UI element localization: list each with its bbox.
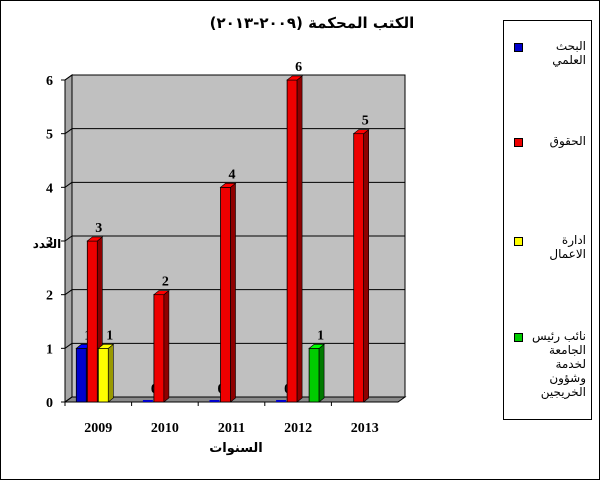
y-tick-label: 4 bbox=[46, 181, 53, 196]
legend-label-research: البحث العلمي bbox=[552, 39, 586, 67]
y-tick-label: 3 bbox=[46, 235, 53, 250]
gridline-diagonal bbox=[64, 289, 73, 296]
bar bbox=[75, 347, 87, 403]
x-tick-label: 2013 bbox=[351, 421, 379, 436]
x-tick-label: 2009 bbox=[84, 421, 112, 436]
x-tick-label: 2011 bbox=[218, 421, 245, 436]
bar bbox=[220, 186, 231, 403]
bar bbox=[308, 347, 320, 403]
gridline-diagonal bbox=[64, 128, 73, 135]
y-tick-label: 6 bbox=[46, 74, 53, 89]
gridline-diagonal bbox=[64, 181, 73, 188]
chart-legend: البحث العلمي الحقوق ادارة الاعمال نائب ر… bbox=[503, 20, 592, 420]
gridline-diagonal bbox=[64, 396, 73, 403]
x-tick-label: 2012 bbox=[284, 421, 312, 436]
gridline-diagonal bbox=[64, 235, 73, 242]
bar bbox=[86, 240, 98, 403]
bar-side bbox=[363, 129, 370, 403]
x-axis-title: السنوات bbox=[209, 441, 263, 456]
data-label: 1 bbox=[317, 328, 324, 343]
bar-top bbox=[219, 183, 237, 188]
legend-item-law: الحقوق bbox=[510, 134, 586, 148]
y-tick-label: 2 bbox=[46, 289, 53, 304]
gridline-diagonal bbox=[64, 74, 73, 81]
plot-area: 01234562009131201002201104201206120135 bbox=[46, 60, 407, 436]
data-label: 6 bbox=[295, 60, 302, 75]
bar-top bbox=[153, 290, 170, 295]
chart-title: الكتب المحكمة (٢٠٠٩-٢٠١٣) bbox=[210, 14, 415, 32]
y-tick-label: 5 bbox=[46, 128, 53, 143]
bar bbox=[142, 400, 153, 402]
bar bbox=[353, 133, 365, 403]
legend-item-research: البحث العلمي bbox=[510, 39, 586, 67]
data-label: 5 bbox=[362, 114, 369, 129]
data-label: 1 bbox=[106, 328, 113, 343]
data-label: 2 bbox=[162, 275, 169, 290]
legend-label-business: ادارة الاعمال bbox=[549, 233, 586, 261]
bar-top bbox=[97, 344, 115, 349]
bar bbox=[153, 294, 165, 403]
bar-side bbox=[296, 75, 303, 403]
data-label: 3 bbox=[95, 221, 102, 236]
bar bbox=[209, 400, 220, 402]
legend-swatch-research bbox=[514, 43, 523, 52]
bar bbox=[276, 400, 287, 402]
legend-swatch-vice-president bbox=[514, 333, 523, 342]
bar bbox=[286, 79, 298, 403]
bar-top bbox=[308, 344, 325, 349]
bar bbox=[97, 347, 109, 403]
y-axis-title: العدد bbox=[33, 237, 61, 251]
bar-top bbox=[352, 129, 370, 134]
bar-top bbox=[286, 75, 303, 81]
data-label: 4 bbox=[229, 167, 236, 182]
bar-side bbox=[230, 182, 236, 403]
bar-side bbox=[318, 343, 325, 403]
y-tick-label: 0 bbox=[46, 396, 53, 411]
legend-label-vice-president: نائب رئيس الجامعة لخدمة وشؤون الخريجين bbox=[532, 329, 586, 399]
bar-side bbox=[108, 343, 114, 403]
legend-swatch-law bbox=[514, 138, 523, 147]
bar-top bbox=[86, 236, 104, 242]
legend-label-law: الحقوق bbox=[549, 134, 586, 148]
gridline-diagonal bbox=[64, 342, 73, 349]
x-tick-label: 2010 bbox=[151, 421, 179, 436]
y-tick-label: 1 bbox=[46, 342, 53, 357]
bar-side bbox=[163, 290, 170, 403]
legend-swatch-business bbox=[514, 237, 523, 246]
legend-item-business: ادارة الاعمال bbox=[510, 233, 586, 261]
legend-item-vice-president: نائب رئيس الجامعة لخدمة وشؤون الخريجين bbox=[510, 329, 586, 399]
